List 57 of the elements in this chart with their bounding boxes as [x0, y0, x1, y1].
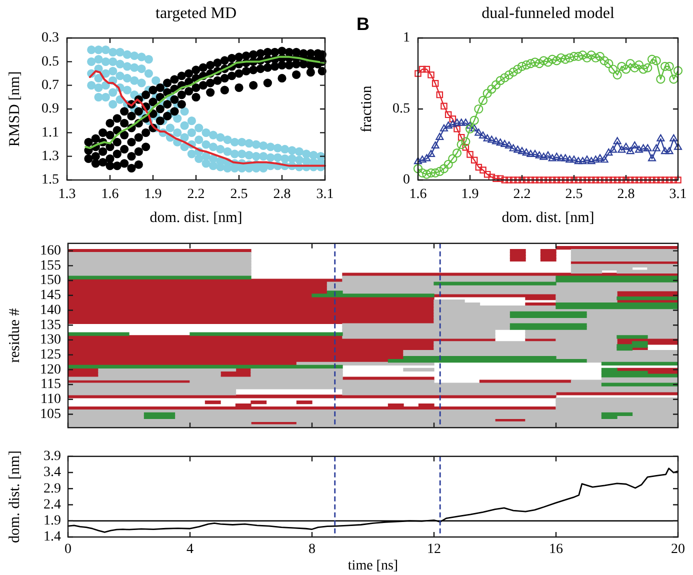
x-tick-label: 1.9 [144, 187, 162, 202]
y-tick-label: 3.9 [44, 449, 61, 464]
y-tick-label: 1.4 [44, 530, 61, 545]
y-tick-label: 3.4 [44, 465, 61, 480]
x-tick-label: 2.2 [513, 187, 531, 202]
x-axis-title: time [ns] [348, 558, 398, 574]
y-tick-label: 130 [40, 332, 61, 348]
x-tick-label: 8 [308, 542, 316, 558]
y-tick-label: 1.5 [42, 172, 59, 188]
chart-title: targeted MD [155, 5, 237, 22]
x-tick-label: 1.3 [58, 187, 76, 202]
y-axis-title: RMSD [nm] [6, 71, 23, 147]
x-tick-label: 2.5 [230, 187, 248, 202]
y-tick-label: 2.4 [44, 497, 61, 512]
chart-title: dual-funneled model [482, 5, 615, 22]
text: B [356, 14, 370, 34]
y-tick-label: 115 [40, 377, 61, 392]
y-tick-label: 0.5 [42, 54, 59, 70]
x-tick-label: 4 [186, 542, 194, 558]
x-tick-label: 20 [671, 542, 685, 558]
x-tick-label: 2.8 [273, 187, 291, 202]
y-tick-label: 125 [40, 347, 61, 362]
x-tick-label: 0 [64, 542, 72, 558]
x-tick-label: 1.6 [409, 187, 427, 202]
x-axis-title: dom. dist. [nm] [502, 210, 594, 226]
y-tick-label: 140 [40, 302, 61, 318]
y-tick-label: 0.9 [42, 102, 59, 117]
y-tick-label: 1 [403, 30, 410, 46]
y-tick-label: 120 [40, 362, 61, 378]
y-tick-label: 0.7 [42, 78, 59, 94]
x-tick-label: 3.1 [316, 187, 334, 202]
y-tick-label: 1.9 [44, 514, 61, 529]
y-tick-label: 155 [40, 258, 61, 274]
x-axis-title: dom. dist. [nm] [150, 210, 242, 226]
y-axis-title: dom. dist. [nm] [6, 450, 23, 543]
y-tick-label: 0.5 [392, 102, 410, 117]
x-tick-label: 2.2 [187, 187, 205, 202]
y-tick-label: 110 [40, 392, 61, 408]
y-tick-label: 1.1 [42, 125, 59, 140]
y-tick-label: 2.9 [44, 481, 61, 496]
y-axis-title: fraction [358, 85, 375, 132]
x-tick-label: 1.6 [101, 187, 119, 202]
x-tick-label: 3.1 [669, 187, 687, 202]
y-tick-label: 1.3 [42, 149, 59, 164]
y-tick-label: 150 [40, 273, 61, 288]
y-tick-label: 160 [40, 244, 61, 258]
x-tick-label: 1.9 [461, 187, 479, 202]
y-axis-title: residue # [6, 308, 23, 363]
x-tick-label: 16 [549, 542, 563, 558]
y-tick-label: 0 [403, 172, 410, 188]
x-tick-label: 12 [427, 542, 441, 558]
x-tick-label: 2.8 [617, 187, 635, 202]
y-tick-label: 105 [40, 406, 61, 422]
y-tick-label: 145 [40, 288, 61, 304]
y-tick-label: 135 [40, 318, 61, 333]
x-tick-label: 2.5 [565, 187, 583, 202]
y-tick-label: 0.3 [42, 30, 59, 46]
